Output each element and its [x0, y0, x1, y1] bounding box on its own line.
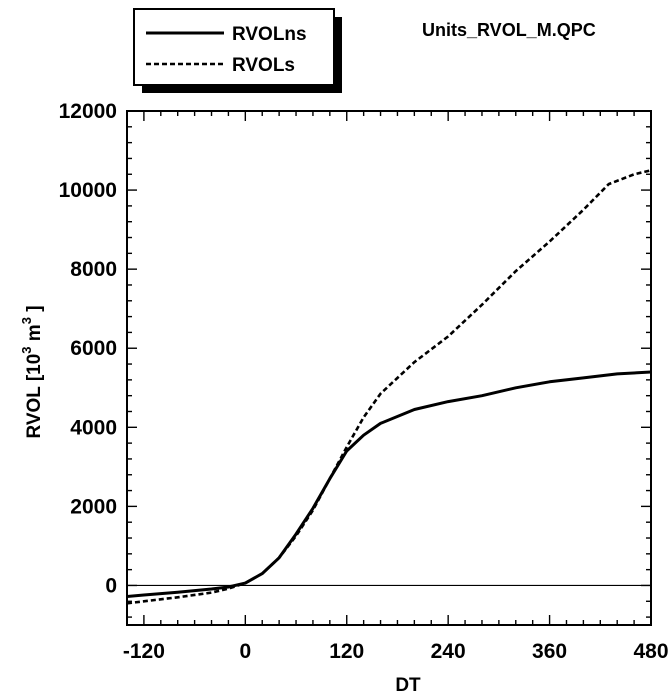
y-axis-title-exp1: 3 — [19, 346, 34, 353]
y-tick-label: 2000 — [70, 495, 117, 518]
plot-area: -120 0 120 240 360 480 0 2000 4000 6000 8000 10000 1… — [59, 100, 669, 663]
y-axis-title-base: RVOL [10 — [24, 354, 45, 439]
y-axis-title-mid: m — [24, 324, 45, 346]
x-tick-label: 480 — [633, 640, 668, 663]
y-tick-label: 8000 — [70, 258, 117, 281]
y-axis-title-end: ] — [24, 305, 45, 317]
y-tick-label: 10000 — [59, 179, 117, 202]
x-axis-title: DT — [395, 675, 421, 696]
y-tick-label: 0 — [105, 574, 117, 597]
file-label: Units_RVOL_M.QPC — [422, 20, 596, 40]
legend-label-series-1: RVOLns — [232, 24, 307, 45]
legend-label-series-2: RVOLs — [232, 55, 295, 76]
series-line-2 — [126, 169, 652, 605]
x-tick-label: 360 — [532, 640, 567, 663]
x-tick-label: 240 — [431, 640, 466, 663]
legend: RVOLns RVOLs — [133, 8, 342, 93]
legend-box — [133, 8, 335, 86]
y-tick-label: 6000 — [70, 337, 117, 360]
y-tick-label: 4000 — [70, 416, 117, 439]
y-axis-title-exp2: 3 — [19, 317, 34, 324]
series-line-1 — [126, 370, 652, 598]
y-tick-label: 12000 — [59, 100, 117, 123]
x-tick-label: -120 — [123, 640, 165, 663]
plot-frame — [126, 110, 652, 626]
y-axis-title: RVOL [103 m3 ] — [19, 305, 45, 438]
x-tick-label: 120 — [329, 640, 364, 663]
x-tick-label: 0 — [239, 640, 251, 663]
